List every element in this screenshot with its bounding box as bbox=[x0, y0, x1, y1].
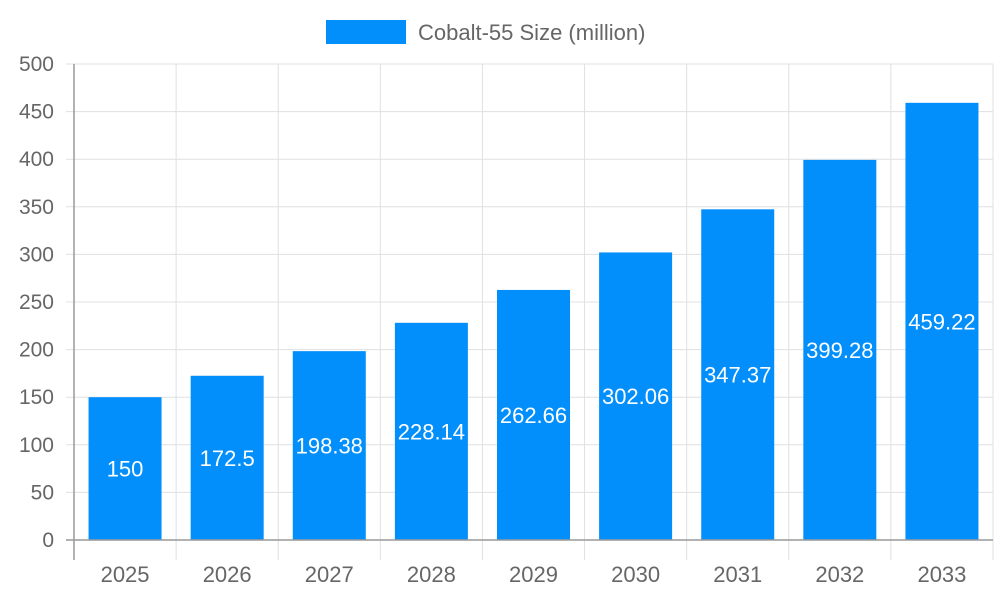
x-tick-label: 2031 bbox=[713, 562, 762, 587]
bar bbox=[497, 289, 570, 540]
data-label: 172.5 bbox=[200, 446, 255, 471]
data-label: 150 bbox=[107, 457, 144, 482]
legend-swatch bbox=[326, 20, 406, 44]
y-tick-label: 300 bbox=[19, 243, 54, 266]
x-tick-label: 2028 bbox=[407, 562, 456, 587]
bar bbox=[905, 102, 979, 540]
x-tick-label: 2030 bbox=[611, 562, 660, 587]
x-tick-label: 2027 bbox=[305, 562, 354, 587]
y-tick-label: 150 bbox=[19, 386, 54, 409]
data-label: 347.37 bbox=[704, 363, 771, 388]
bar bbox=[803, 159, 877, 540]
data-label: 262.66 bbox=[500, 403, 567, 428]
bar bbox=[394, 322, 468, 540]
data-label: 459.22 bbox=[908, 309, 975, 334]
x-tick-label: 2033 bbox=[917, 562, 966, 587]
bar bbox=[88, 397, 162, 540]
x-tick-label: 2026 bbox=[203, 562, 252, 587]
data-label: 198.38 bbox=[296, 434, 363, 459]
bar bbox=[701, 209, 775, 540]
x-tick-label: 2032 bbox=[815, 562, 864, 587]
data-label: 228.14 bbox=[398, 419, 465, 444]
y-tick-label: 450 bbox=[19, 101, 54, 124]
bar bbox=[292, 351, 366, 540]
bar bbox=[599, 252, 673, 540]
y-tick-label: 400 bbox=[19, 148, 54, 171]
y-tick-label: 0 bbox=[42, 529, 54, 552]
data-label: 399.28 bbox=[806, 338, 873, 363]
y-tick-label: 500 bbox=[19, 53, 54, 76]
legend[interactable]: Cobalt-55 Size (million) bbox=[326, 20, 645, 45]
data-label: 302.06 bbox=[602, 384, 669, 409]
y-tick-label: 250 bbox=[19, 291, 54, 314]
y-tick-label: 100 bbox=[19, 434, 54, 457]
y-tick-label: 350 bbox=[19, 196, 54, 219]
y-tick-label: 50 bbox=[31, 481, 54, 504]
x-tick-label: 2029 bbox=[509, 562, 558, 587]
legend-label: Cobalt-55 Size (million) bbox=[418, 20, 645, 45]
bar bbox=[190, 375, 264, 540]
x-tick-label: 2025 bbox=[101, 562, 150, 587]
y-tick-label: 200 bbox=[19, 339, 54, 362]
